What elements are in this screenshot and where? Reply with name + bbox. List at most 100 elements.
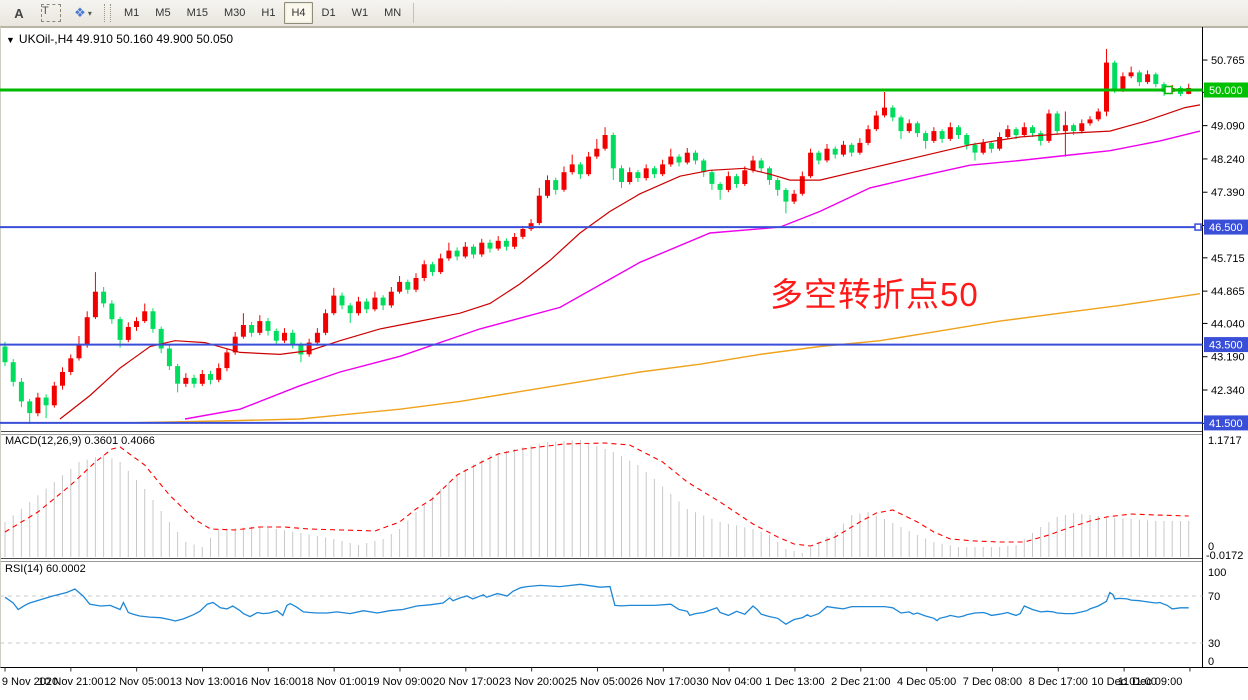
up-candle xyxy=(257,321,263,333)
down-candle xyxy=(454,250,460,257)
time-tick-label: 8 Dec 17:00 xyxy=(1029,676,1088,688)
up-candle xyxy=(388,291,394,306)
timeframe-button-m5[interactable]: M5 xyxy=(155,7,171,19)
price-tick-label: 43.190 xyxy=(1211,352,1245,364)
ma-fast-line xyxy=(59,104,1201,420)
chart-background xyxy=(0,27,1248,700)
down-candle xyxy=(10,362,16,382)
down-candle xyxy=(890,107,896,118)
up-candle xyxy=(1145,74,1151,83)
down-candle xyxy=(503,240,509,247)
ma-slow-line xyxy=(124,293,1201,424)
up-candle xyxy=(980,142,986,153)
timeframe-button-d1[interactable]: D1 xyxy=(321,7,336,19)
timeframe-button-h1[interactable]: H1 xyxy=(261,7,276,19)
down-candle xyxy=(939,131,945,139)
up-candle xyxy=(479,242,485,255)
up-candle xyxy=(1128,72,1134,77)
down-candle xyxy=(249,325,255,333)
down-candle xyxy=(1071,125,1077,132)
up-candle xyxy=(1104,62,1109,112)
up-candle xyxy=(725,176,731,190)
up-candle xyxy=(906,123,912,132)
down-candle xyxy=(619,168,624,182)
toolbar-grip-handle[interactable] xyxy=(104,4,111,22)
up-candle xyxy=(545,180,550,196)
up-candle xyxy=(1087,119,1093,124)
down-candle xyxy=(429,264,435,273)
up-candle xyxy=(282,332,287,341)
down-candle xyxy=(191,377,197,384)
up-candle xyxy=(92,291,98,318)
price-badge-label: 46.500 xyxy=(1209,222,1243,234)
down-candle xyxy=(101,291,107,304)
down-candle xyxy=(610,135,616,169)
down-candle xyxy=(1136,72,1142,83)
up-candle xyxy=(997,137,1003,149)
up-candle xyxy=(331,295,337,314)
up-candle xyxy=(750,160,756,171)
up-candle xyxy=(224,352,230,369)
down-candle xyxy=(18,381,24,402)
chart-area[interactable]: 50.76549.94049.09048.24047.39046.54045.7… xyxy=(0,27,1248,700)
down-candle xyxy=(1112,62,1118,90)
price-badge xyxy=(1204,82,1248,98)
down-candle xyxy=(405,281,411,290)
price-tick-label: 44.040 xyxy=(1211,318,1245,330)
down-candle xyxy=(1030,127,1035,134)
down-candle xyxy=(914,123,920,134)
up-candle xyxy=(323,313,329,333)
time-tick-label: 11 Dec 09:00 xyxy=(1118,676,1183,688)
up-candle xyxy=(569,164,575,173)
up-candle xyxy=(35,397,41,414)
tool-arrow-text-tool[interactable]: A xyxy=(14,5,24,21)
down-candle xyxy=(117,319,123,340)
up-candle xyxy=(799,176,805,194)
macd-axis-max: 1.1717 xyxy=(1208,435,1242,447)
time-tick-label: 12 Nov 05:00 xyxy=(104,676,169,688)
up-candle xyxy=(1005,129,1011,137)
up-candle xyxy=(306,342,312,355)
up-candle xyxy=(51,385,57,406)
up-candle xyxy=(627,172,633,182)
macd-axis-zero: 0 xyxy=(1208,541,1214,553)
price-tick-label: 42.340 xyxy=(1211,385,1245,397)
up-candle xyxy=(134,321,139,327)
macd-signal-line xyxy=(4,442,1189,547)
timeframe-button-mn[interactable]: MN xyxy=(384,7,402,19)
up-candle xyxy=(84,317,90,345)
timeframe-button-w1[interactable]: W1 xyxy=(351,7,369,19)
price-badge xyxy=(1204,219,1248,235)
chart-canvas[interactable]: 50.76549.94049.09048.24047.39046.54045.7… xyxy=(0,27,1248,700)
up-candle xyxy=(882,107,887,116)
down-candle xyxy=(347,305,353,314)
line-handle[interactable] xyxy=(1164,85,1173,95)
down-candle xyxy=(265,321,271,331)
up-candle xyxy=(660,164,666,175)
tool-text-label-tool[interactable]: T xyxy=(36,2,66,25)
up-candle xyxy=(1120,76,1126,90)
down-candle xyxy=(273,330,279,341)
up-candle xyxy=(840,144,846,155)
rsi-axis-100: 100 xyxy=(1208,567,1226,579)
down-candle xyxy=(290,332,296,345)
rsi-line xyxy=(4,583,1189,625)
price-tick-label: 44.865 xyxy=(1211,286,1245,298)
tool-shapes-tool[interactable]: ❖ ▾ xyxy=(68,2,98,25)
up-candle xyxy=(142,311,148,322)
timeframe-button-m30[interactable]: M30 xyxy=(223,7,246,19)
down-candle xyxy=(166,348,172,367)
line-handle[interactable] xyxy=(1194,223,1202,231)
timeframe-button-m1[interactable]: M1 xyxy=(124,7,140,19)
timeframe-button-h4[interactable]: H4 xyxy=(284,2,313,24)
time-tick-label: 7 Dec 08:00 xyxy=(963,676,1022,688)
down-candle xyxy=(709,172,715,184)
down-candle xyxy=(364,301,370,310)
down-candle xyxy=(676,156,682,163)
down-candle xyxy=(964,135,970,145)
up-candle xyxy=(397,281,403,292)
timeframe-button-m15[interactable]: M15 xyxy=(186,7,208,19)
down-candle xyxy=(27,401,33,414)
down-candle xyxy=(487,242,493,249)
